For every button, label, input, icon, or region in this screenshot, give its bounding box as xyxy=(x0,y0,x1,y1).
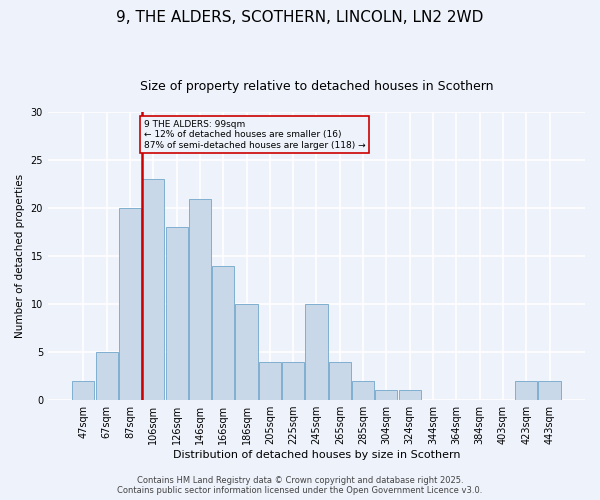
Bar xyxy=(282,362,304,400)
Title: Size of property relative to detached houses in Scothern: Size of property relative to detached ho… xyxy=(140,80,493,93)
Bar xyxy=(119,208,141,400)
X-axis label: Distribution of detached houses by size in Scothern: Distribution of detached houses by size … xyxy=(173,450,460,460)
Bar xyxy=(376,390,397,400)
Bar xyxy=(166,228,188,400)
Bar xyxy=(305,304,328,400)
Text: 9 THE ALDERS: 99sqm
← 12% of detached houses are smaller (16)
87% of semi-detach: 9 THE ALDERS: 99sqm ← 12% of detached ho… xyxy=(144,120,365,150)
Bar xyxy=(329,362,351,400)
Bar xyxy=(259,362,281,400)
Bar xyxy=(73,381,94,400)
Text: Contains HM Land Registry data © Crown copyright and database right 2025.
Contai: Contains HM Land Registry data © Crown c… xyxy=(118,476,482,495)
Text: 9, THE ALDERS, SCOTHERN, LINCOLN, LN2 2WD: 9, THE ALDERS, SCOTHERN, LINCOLN, LN2 2W… xyxy=(116,10,484,25)
Bar xyxy=(352,381,374,400)
Bar xyxy=(235,304,257,400)
Bar xyxy=(142,180,164,400)
Bar xyxy=(189,198,211,400)
Bar xyxy=(515,381,537,400)
Bar xyxy=(95,352,118,400)
Bar xyxy=(398,390,421,400)
Bar xyxy=(538,381,560,400)
Y-axis label: Number of detached properties: Number of detached properties xyxy=(15,174,25,338)
Bar xyxy=(212,266,235,400)
